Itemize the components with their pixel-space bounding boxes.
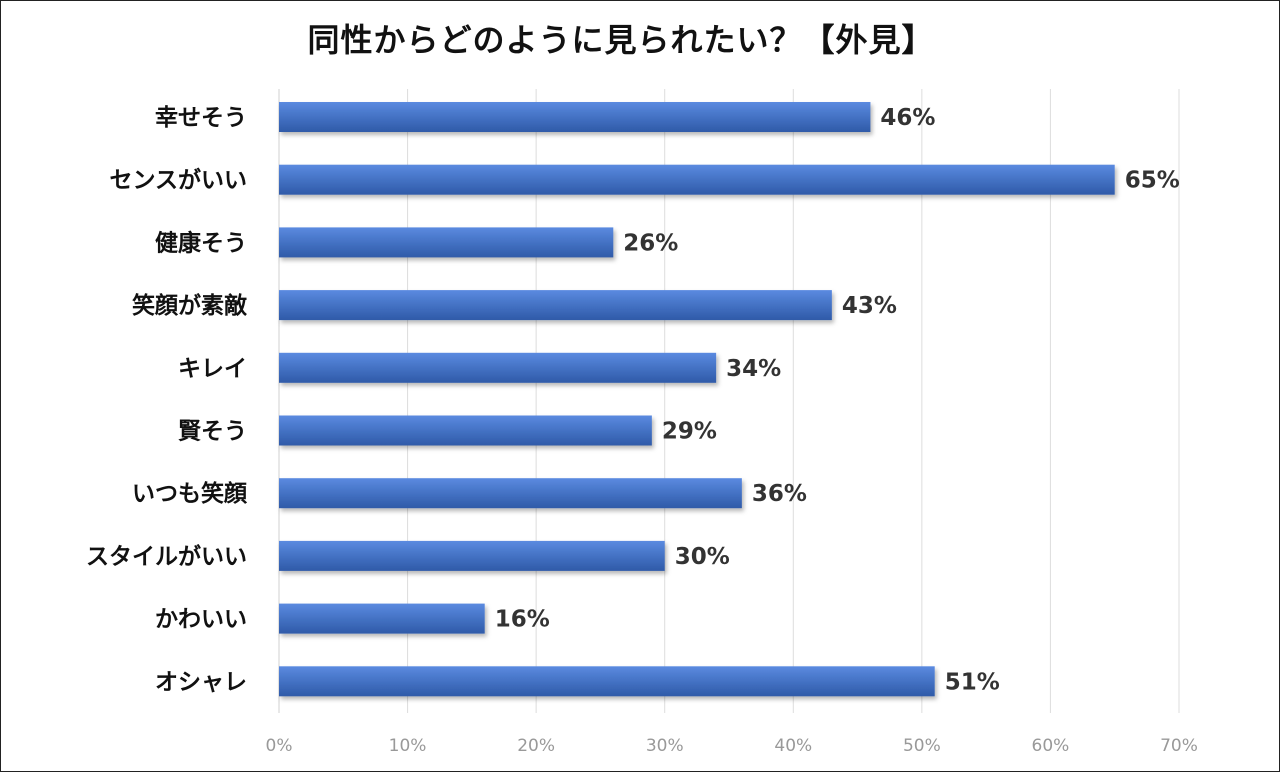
bar — [279, 102, 871, 132]
data-label: 26% — [623, 230, 678, 256]
x-tick-label: 50% — [903, 736, 941, 756]
data-label: 30% — [675, 544, 730, 570]
category-label: キレイ — [178, 356, 247, 382]
x-axis-ticks: 0% 10% 20% 30% 40% 50% 60% 70% — [266, 736, 1198, 756]
bar — [279, 540, 665, 571]
category-label: センスがいい — [109, 167, 247, 194]
data-label: 16% — [495, 607, 550, 633]
data-label: 29% — [662, 419, 717, 445]
data-label: 36% — [752, 481, 807, 507]
category-label: 賢そう — [178, 419, 247, 445]
data-label: 43% — [842, 293, 897, 319]
category-label: いつも笑顔 — [132, 480, 248, 507]
data-label: 51% — [945, 669, 1000, 695]
data-label: 34% — [726, 356, 781, 382]
chart-title: 同性からどのように見られたい？【外見】 — [307, 21, 935, 59]
category-label: 笑顔が素敵 — [132, 292, 248, 319]
category-label: 幸せそう — [155, 105, 247, 131]
data-label: 65% — [1125, 168, 1180, 194]
x-tick-label: 0% — [266, 736, 293, 756]
bar — [279, 666, 935, 697]
bar — [279, 352, 717, 383]
labels: 幸せそう 46% センスがいい 65% 健康そう 26% 笑顔が素敵 43% キレイ 34% 賢そう… — [86, 105, 1180, 695]
x-tick-label: 10% — [389, 736, 427, 756]
bars — [279, 102, 1115, 697]
bar — [279, 478, 742, 509]
category-label: スタイルがいい — [86, 543, 247, 570]
bar — [279, 227, 614, 258]
bar — [279, 415, 652, 446]
category-label: オシャレ — [155, 669, 247, 695]
x-tick-label: 30% — [646, 736, 684, 756]
bar — [279, 164, 1115, 195]
x-tick-label: 70% — [1160, 736, 1198, 756]
data-label: 46% — [880, 105, 935, 131]
bar — [279, 603, 485, 634]
category-label: 健康そう — [155, 229, 247, 256]
bar — [279, 290, 832, 321]
x-tick-label: 20% — [517, 736, 555, 756]
x-tick-label: 40% — [774, 736, 812, 756]
category-label: かわいい — [155, 607, 247, 633]
x-tick-label: 60% — [1032, 736, 1070, 756]
